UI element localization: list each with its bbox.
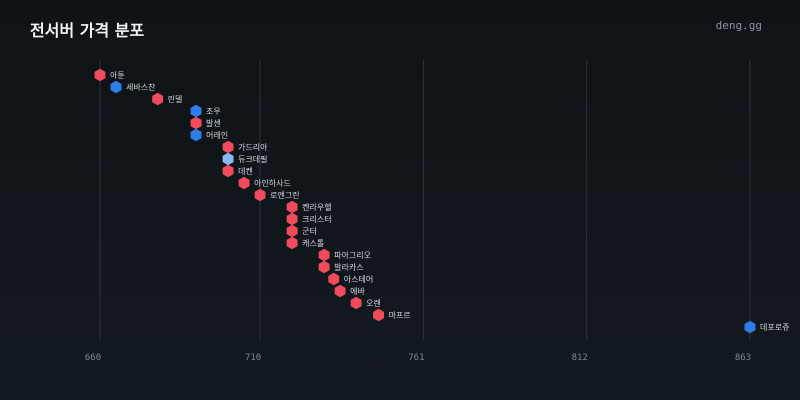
x-tick-label: 812: [572, 353, 588, 363]
point-marker: [238, 176, 250, 190]
data-point: 데포로쥬: [744, 320, 789, 334]
point-marker: [328, 272, 340, 286]
point-marker: [744, 320, 756, 334]
point-marker: [286, 236, 298, 250]
point-label: 조우: [206, 107, 221, 116]
data-point: 아툰: [94, 68, 125, 82]
point-label: 아툰: [110, 70, 125, 80]
x-tick-label: 660: [85, 353, 101, 363]
point-label: 파아그리오: [334, 250, 371, 260]
data-point: 아스테어: [328, 272, 373, 286]
point-marker: [318, 248, 330, 262]
point-label: 데켄: [238, 166, 253, 176]
data-point: 아인하사드: [238, 176, 291, 190]
data-point: 파아그리오: [318, 248, 371, 262]
brand-label: deng.gg: [715, 19, 762, 32]
data-point: 린델: [152, 92, 183, 106]
data-point: 가드리아: [222, 140, 268, 154]
point-marker: [222, 164, 234, 178]
point-marker: [152, 92, 164, 106]
data-point: 에바: [334, 284, 366, 298]
x-tick-label: 863: [735, 353, 751, 363]
point-label: 아스테어: [344, 274, 373, 284]
data-point: 캐스톨: [286, 236, 324, 250]
data-point: 어레인: [190, 128, 228, 142]
point-marker: [110, 80, 122, 94]
point-label: 군터: [302, 227, 317, 236]
point-label: 오렌: [366, 298, 381, 308]
point-marker: [254, 188, 266, 202]
data-point: 세바스찬: [110, 80, 156, 94]
point-marker: [373, 308, 385, 322]
point-marker: [222, 152, 234, 166]
data-point: 오렌: [350, 296, 381, 310]
point-marker: [286, 224, 298, 238]
data-point: 듀크데필: [222, 152, 268, 166]
chart-title: 전서버 가격 분포: [30, 21, 145, 40]
point-label: 발라카스: [334, 262, 363, 272]
x-tick-label: 761: [408, 353, 424, 363]
point-label: 에바: [350, 286, 365, 296]
data-point: 로엔그린: [254, 188, 300, 202]
point-marker: [286, 212, 298, 226]
point-marker: [350, 296, 362, 310]
point-marker: [190, 104, 202, 118]
point-label: 데포로쥬: [760, 323, 789, 332]
point-label: 크리스터: [302, 215, 331, 224]
point-label: 아인하사드: [254, 178, 291, 188]
point-label: 마프르: [389, 311, 411, 320]
point-label: 린델: [168, 94, 183, 104]
point-label: 듀크데필: [238, 154, 267, 164]
point-label: 세바스찬: [126, 82, 156, 92]
point-marker: [334, 284, 346, 298]
data-point: 군터: [286, 224, 317, 238]
point-label: 켄라우헬: [302, 202, 331, 212]
point-marker: [190, 128, 202, 142]
point-label: 어레인: [206, 130, 228, 140]
point-label: 발센: [206, 118, 221, 128]
point-marker: [286, 200, 298, 214]
point-marker: [318, 260, 330, 274]
point-label: 캐스톨: [302, 239, 324, 248]
data-point: 발라카스: [318, 260, 364, 274]
data-point: 크리스터: [286, 212, 332, 226]
point-marker: [94, 68, 106, 82]
data-point: 마프르: [373, 308, 411, 322]
data-point: 발센: [190, 116, 221, 130]
data-point: 데켄: [222, 164, 253, 178]
data-point: 조우: [190, 104, 221, 118]
data-point: 켄라우헬: [286, 200, 332, 214]
point-marker: [222, 140, 234, 154]
point-label: 가드리아: [238, 142, 268, 152]
point-label: 로엔그린: [270, 190, 299, 200]
x-tick-label: 710: [245, 353, 261, 363]
point-marker: [190, 116, 202, 130]
